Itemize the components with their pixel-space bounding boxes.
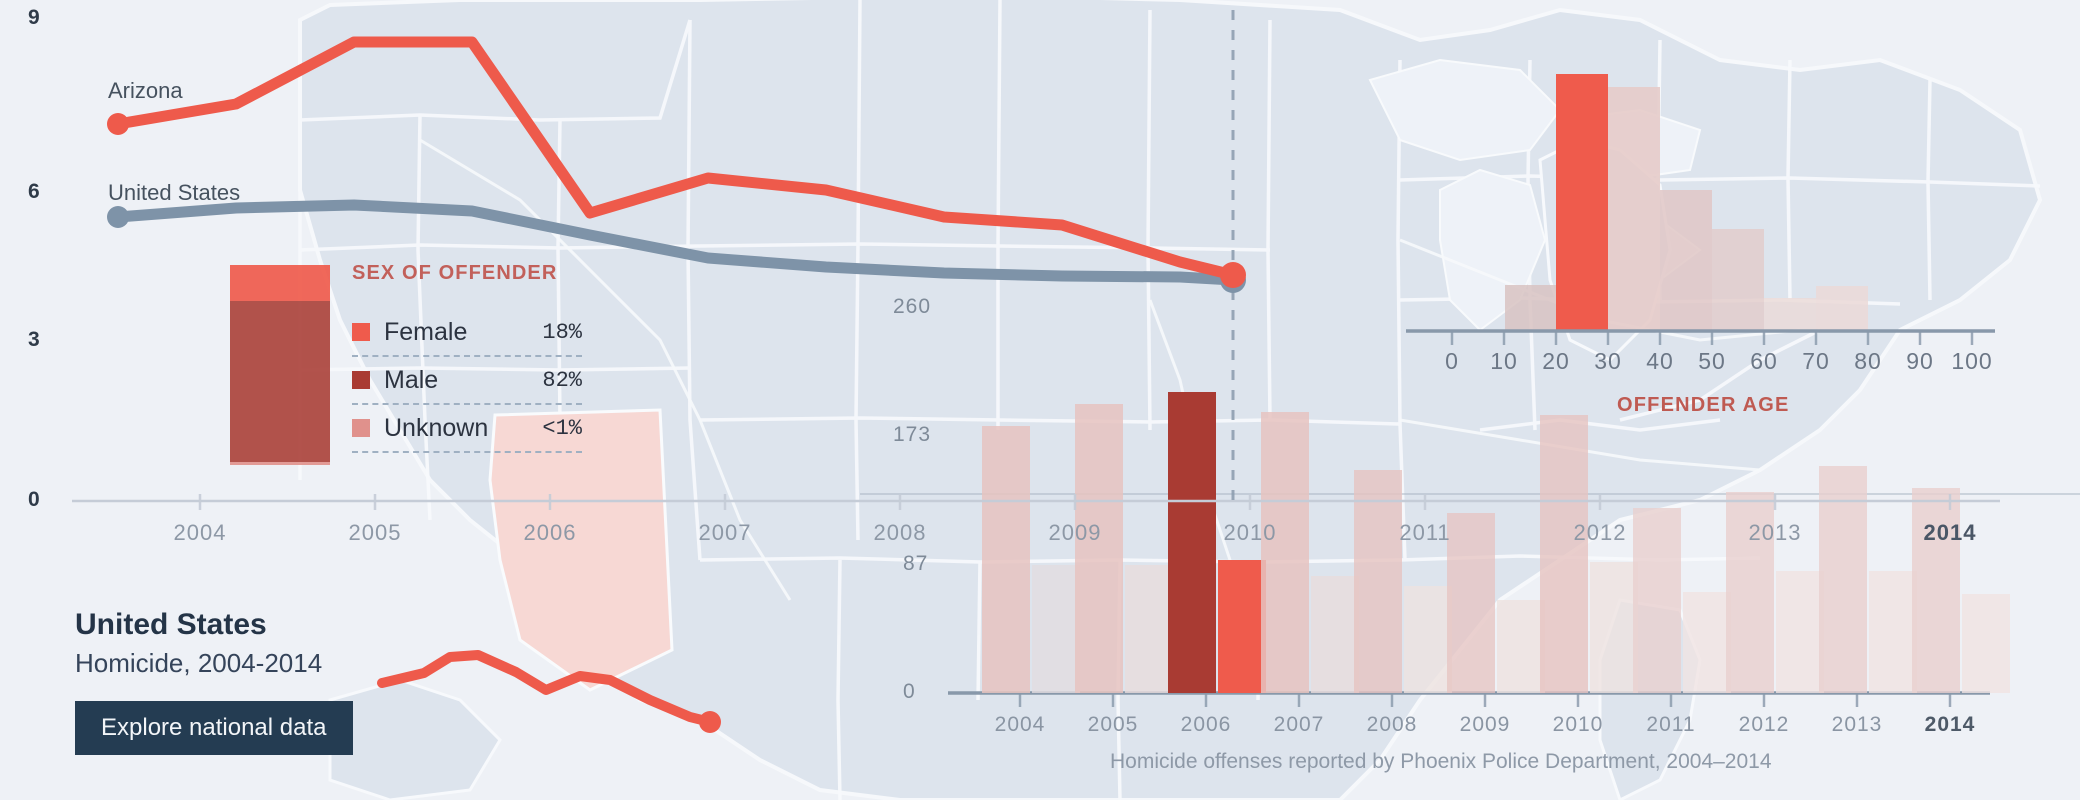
line-chart-xticks: [198, 494, 1952, 510]
bar-chart-xtick-2011: 2011: [1646, 713, 1696, 736]
sex-of-offender-stacked-bar: [230, 265, 330, 465]
source-footnote: Homicide offenses reported by Phoenix Po…: [1110, 750, 1772, 773]
age-xtick-60: 60: [1750, 348, 1778, 374]
age-histogram-bars: [1505, 74, 1868, 331]
legend-row-unknown[interactable]: Unknown <1%: [352, 405, 582, 453]
age-xtick-80: 80: [1854, 348, 1882, 374]
age-xtick-90: 90: [1906, 348, 1934, 374]
line-chart-xtick-2004: 2004: [173, 520, 227, 545]
us-line-series: [112, 199, 1239, 286]
page-subtitle: Homicide, 2004-2014: [75, 648, 323, 678]
series-label-arizona: Arizona: [108, 78, 183, 103]
sex-legend-title: SEX OF OFFENDER: [352, 262, 558, 284]
line-chart-xtick-2008: 2008: [873, 520, 927, 545]
stacked-segment-male: [230, 301, 330, 462]
bar-chart-bars: [982, 392, 2010, 693]
bar-chart-ytick-260: 260: [893, 295, 932, 318]
us-line-start-point: [107, 206, 129, 228]
line-chart-xtick-2010: 2010: [1223, 520, 1277, 545]
map-alaska-inset: [328, 678, 502, 800]
series-label-united-states: United States: [108, 180, 241, 205]
unknown-swatch-icon: [352, 419, 370, 437]
male-swatch-icon: [352, 371, 370, 389]
legend-label-female: Female: [384, 317, 468, 346]
female-swatch-icon: [352, 323, 370, 341]
line-chart-xtick-2007: 2007: [698, 520, 752, 545]
map-arizona-highlight: [488, 408, 674, 692]
legend-value-male: 82%: [542, 367, 582, 393]
stacked-segment-unknown: [230, 462, 330, 465]
line-chart-ytick-3: 3: [28, 328, 40, 351]
line-chart-xtick-2006: 2006: [523, 520, 577, 545]
bar-chart-ytick-0: 0: [903, 680, 916, 703]
sex-of-offender-legend: SEX OF OFFENDER Female 18% Male 82% Unkn…: [352, 262, 582, 453]
age-chart-ticks: [1450, 331, 1974, 345]
bar-chart-xtick-2005: 2005: [1087, 713, 1139, 736]
bar-chart-xtick-2013: 2013: [1831, 713, 1883, 736]
line-chart-xtick-2009: 2009: [1048, 520, 1102, 545]
bar-chart-ticks: [1018, 693, 1952, 707]
age-xtick-20: 20: [1542, 348, 1570, 374]
bar-chart-ytick-87: 87: [903, 552, 929, 575]
bar-chart-xtick-2012: 2012: [1738, 713, 1790, 736]
info-panel: United States Homicide, 2004-2014 Explor…: [75, 608, 353, 755]
line-chart-xtick-2013: 2013: [1748, 520, 1802, 545]
age-xtick-50: 50: [1698, 348, 1726, 374]
bar-chart-xtick-2006: 2006: [1180, 713, 1232, 736]
age-xtick-100: 100: [1951, 348, 1993, 374]
line-chart-xtick-2005: 2005: [348, 520, 402, 545]
line-chart-ytick-9: 9: [28, 6, 40, 29]
line-chart-ytick-6: 6: [28, 180, 40, 203]
bar-chart-xtick-2008: 2008: [1366, 713, 1418, 736]
bar-chart-xtick-2010: 2010: [1552, 713, 1604, 736]
age-xtick-40: 40: [1646, 348, 1674, 374]
arizona-line-start-point: [107, 113, 129, 135]
stacked-segment-female: [230, 265, 330, 301]
line-chart-xtick-2011: 2011: [1399, 520, 1451, 545]
decorative-sparkline-endpoint: [699, 711, 721, 733]
bar-chart-xtick-2009: 2009: [1459, 713, 1511, 736]
decorative-sparkline: [377, 650, 715, 727]
line-chart-xtick-2014: 2014: [1923, 520, 1977, 545]
legend-label-unknown: Unknown: [384, 413, 489, 442]
line-chart-xtick-2012: 2012: [1573, 520, 1627, 545]
bar-chart-xtick-2007: 2007: [1273, 713, 1325, 736]
age-xtick-10: 10: [1490, 348, 1518, 374]
explore-national-data-button[interactable]: Explore national data: [75, 701, 353, 755]
page-title: United States: [75, 608, 267, 641]
bar-chart-xtick-2014: 2014: [1924, 713, 1976, 736]
age-chart-title: OFFENDER AGE: [1617, 394, 1790, 416]
legend-row-male[interactable]: Male 82%: [352, 357, 582, 405]
age-bar-highlight: [1556, 74, 1608, 331]
bar-chart-xtick-2004: 2004: [994, 713, 1046, 736]
legend-value-female: 18%: [542, 319, 582, 345]
legend-value-unknown: <1%: [542, 415, 582, 441]
arizona-line-series: [112, 36, 1239, 281]
age-xtick-30: 30: [1594, 348, 1622, 374]
bar-highlight-light: [1218, 560, 1266, 693]
bar-highlight-dark: [1168, 392, 1216, 693]
legend-label-male: Male: [384, 365, 439, 394]
bar-chart-ytick-173: 173: [893, 423, 932, 446]
legend-row-female[interactable]: Female 18%: [352, 309, 582, 357]
arizona-line-end-point: [1220, 262, 1246, 288]
age-xtick-0: 0: [1445, 348, 1459, 374]
line-chart-ytick-0: 0: [28, 488, 40, 511]
age-xtick-70: 70: [1802, 348, 1830, 374]
